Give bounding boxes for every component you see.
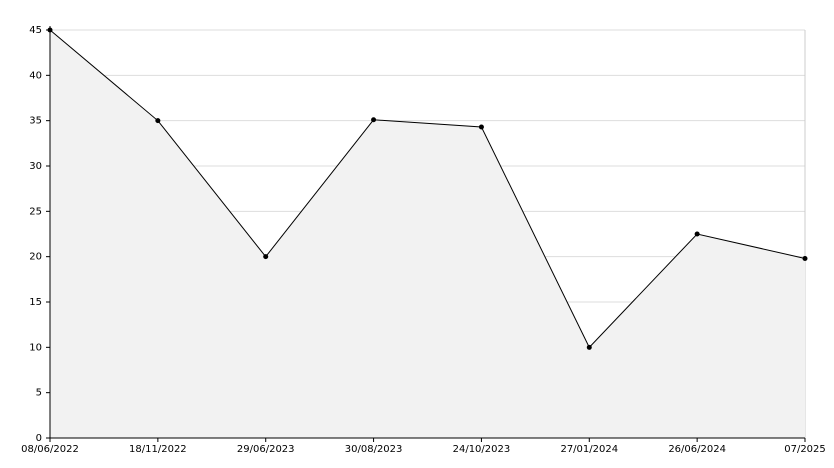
y-tick-label: 20 — [29, 252, 42, 263]
y-tick-label: 40 — [29, 70, 42, 81]
marker — [371, 117, 377, 123]
x-tick-label: 29/06/2023 — [237, 444, 295, 455]
y-tick-label: 25 — [29, 206, 42, 217]
x-tick-label: 24/10/2023 — [453, 444, 511, 455]
x-tick-label: 18/11/2022 — [129, 444, 187, 455]
x-tick-label: 08/06/2022 — [21, 444, 79, 455]
line — [49, 29, 806, 349]
y-tick-label: 5 — [36, 388, 42, 399]
marker — [802, 255, 808, 261]
area-fill — [50, 30, 805, 438]
y-tick-label: 45 — [29, 25, 42, 36]
marker — [586, 344, 592, 350]
x-tick-label: 27/01/2024 — [560, 444, 618, 455]
marker — [155, 118, 161, 124]
y-tick-label: 30 — [29, 161, 42, 172]
x-tick-label: 26/06/2024 — [668, 444, 726, 455]
y-tick-label: 15 — [29, 297, 42, 308]
y-tick-label: 35 — [29, 116, 42, 127]
marker — [263, 254, 269, 260]
y-tick-label: 10 — [29, 342, 42, 353]
x-tick-label: 30/08/2023 — [345, 444, 403, 455]
x-tick-label: 07/2025 — [784, 444, 826, 455]
marker — [694, 231, 700, 237]
y-tick-label: 0 — [36, 433, 42, 444]
marker — [478, 124, 484, 130]
